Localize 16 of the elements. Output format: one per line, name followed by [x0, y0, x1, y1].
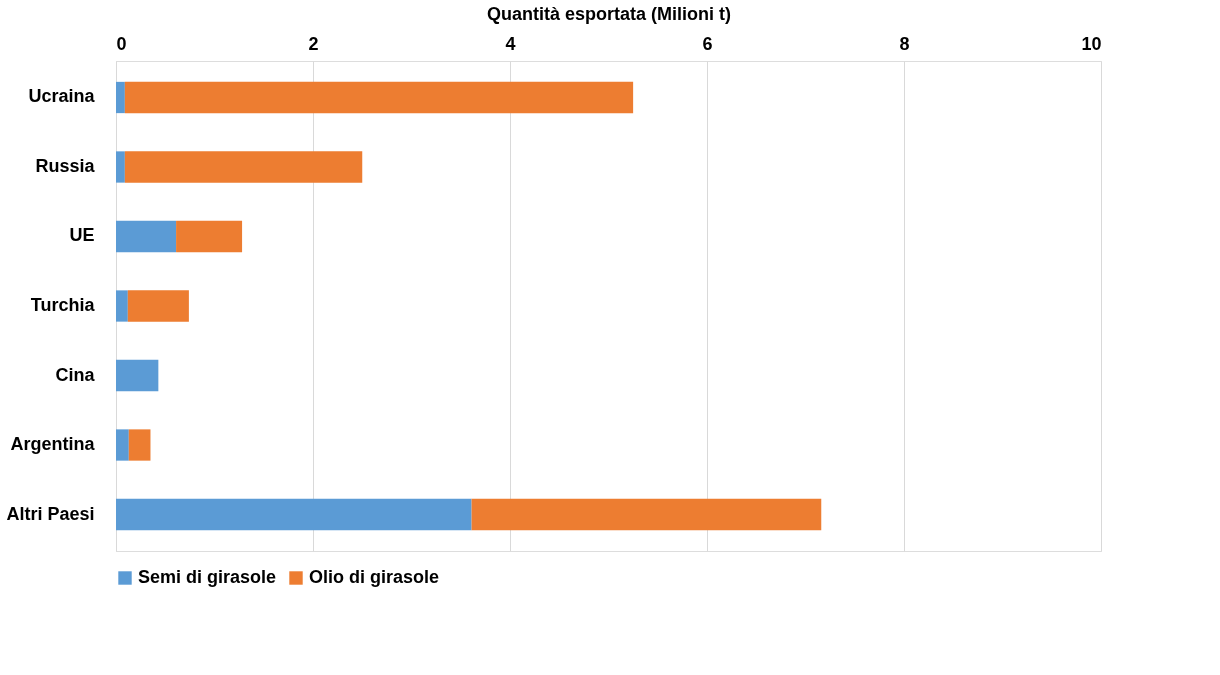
y-tick-label: Ucraina: [28, 86, 96, 107]
y-tick-label: Argentina: [10, 434, 96, 455]
x-tick-label: 8: [899, 33, 910, 54]
x-tick-label: 2: [308, 33, 319, 54]
x-tick-label: 10: [1081, 33, 1102, 54]
legend-label: Semi di girasole: [138, 567, 277, 587]
legend-label: Olio di girasole: [309, 567, 440, 587]
x-axis-title: Quantità esportata (Milioni t): [486, 3, 732, 24]
y-tick-label: Turchia: [30, 295, 96, 315]
x-tick-label: 0: [116, 33, 127, 54]
y-tick-label: Altri Paesi: [6, 503, 95, 524]
y-tick-label: Cina: [55, 364, 96, 385]
y-tick-label: UE: [69, 225, 95, 246]
x-tick-label: 4: [505, 33, 516, 54]
x-tick-label: 6: [702, 33, 713, 54]
y-tick-label: Russia: [35, 155, 96, 176]
